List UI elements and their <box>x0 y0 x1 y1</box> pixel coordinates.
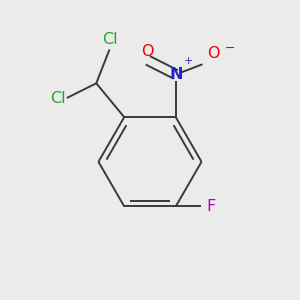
Text: +: + <box>183 56 193 66</box>
Text: Cl: Cl <box>102 32 117 47</box>
Text: −: − <box>224 42 235 55</box>
Text: O: O <box>142 44 154 59</box>
Text: N: N <box>169 67 182 82</box>
Text: F: F <box>206 199 215 214</box>
Text: O: O <box>207 46 219 61</box>
Text: Cl: Cl <box>50 91 65 106</box>
